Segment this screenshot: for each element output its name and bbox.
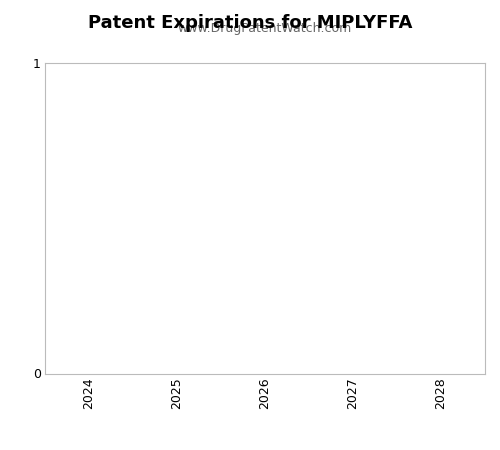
Text: Patent Expirations for MIPLYFFA: Patent Expirations for MIPLYFFA <box>88 14 412 32</box>
Title: www.DrugPatentWatch.com: www.DrugPatentWatch.com <box>178 22 352 36</box>
